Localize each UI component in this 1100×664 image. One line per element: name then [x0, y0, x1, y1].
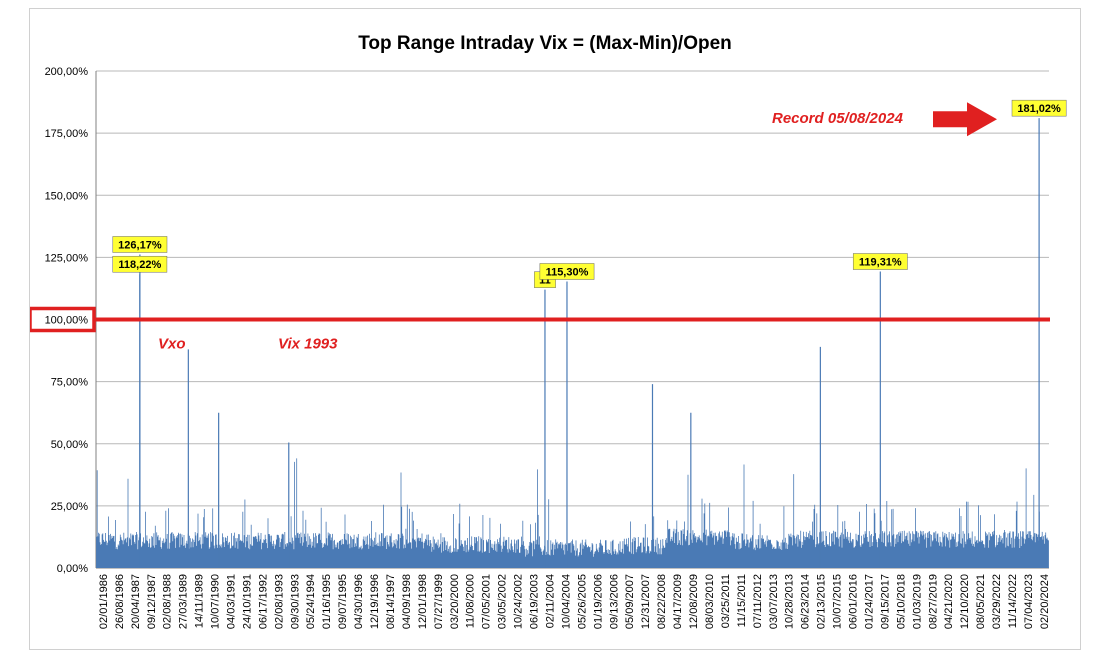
spike-label: 119,31%	[859, 257, 902, 269]
y-tick-label: 100,00%	[45, 315, 89, 327]
x-tick-label: 08/27/2019	[927, 574, 939, 629]
x-tick-label: 09/13/2006	[608, 574, 620, 629]
x-tick-label: 01/19/2006	[592, 574, 604, 629]
x-tick-label: 10/07/2015	[832, 574, 844, 629]
x-tick-label: 06/19/2003	[529, 574, 541, 629]
spike-label: 181,02%	[1017, 103, 1061, 115]
x-tick-label: 04/03/1991	[225, 574, 237, 629]
x-tick-label: 02/01/1986	[98, 574, 110, 629]
x-axis: 02/01/1986 26/08/1986 20/04/1987 09/12/1987…	[98, 574, 1051, 629]
x-tick-label: 08/05/2021	[975, 574, 987, 629]
x-tick-label: 03/20/2000	[449, 574, 461, 629]
x-tick-label: 04/30/1996	[353, 574, 365, 629]
chart-frame: Top Range Intraday Vix = (Max-Min)/Open …	[29, 8, 1081, 650]
x-tick-label: 11/15/2011	[736, 574, 748, 627]
baseline-bars	[96, 458, 1049, 568]
y-tick-label: 0,00%	[57, 563, 88, 575]
spike-label: 118,22%	[118, 259, 161, 271]
spike-bars	[139, 118, 1040, 568]
x-tick-label: 11/14/2022	[1007, 574, 1019, 628]
x-tick-label: 07/05/2001	[481, 574, 493, 629]
x-tick-label: 14/11/1989	[194, 574, 206, 628]
x-tick-label: 07/11/2012	[752, 574, 764, 628]
y-tick-label: 25,00%	[51, 501, 89, 513]
x-tick-label: 04/21/2020	[943, 574, 955, 629]
x-tick-label: 24/10/1991	[241, 574, 253, 629]
x-tick-label: 02/13/2015	[816, 574, 828, 629]
x-tick-label: 06/23/2014	[800, 574, 812, 629]
spike-label-box	[852, 253, 908, 270]
chart-canvas: Top Range Intraday Vix = (Max-Min)/Open …	[30, 33, 1067, 629]
x-tick-label: 09/30/1993	[289, 574, 301, 629]
y-tick-label: 125,00%	[45, 252, 89, 264]
x-tick-label: 03/07/2013	[768, 574, 780, 629]
x-tick-label: 12/01/1998	[417, 574, 429, 629]
x-tick-label: 12/31/2007	[640, 574, 652, 629]
annotation-record: Record 05/08/2024	[772, 110, 904, 127]
y-tick-label: 150,00%	[45, 190, 89, 202]
x-tick-label: 01/03/2019	[911, 574, 923, 629]
y-tick-label: 200,00%	[45, 66, 89, 78]
x-tick-label: 02/08/1993	[273, 574, 285, 629]
x-tick-label: 01/16/1995	[321, 574, 333, 629]
y-tick-label: 175,00%	[45, 128, 89, 140]
x-tick-label: 09/07/1995	[337, 574, 349, 629]
annotation-vix-1993: Vix 1993	[278, 336, 338, 353]
x-tick-label: 03/05/2002	[497, 574, 509, 629]
x-tick-label: 08/14/1997	[385, 574, 397, 629]
record-arrow-icon	[933, 102, 997, 137]
x-tick-label: 27/03/1989	[178, 574, 190, 629]
x-tick-label: 07/04/2023	[1023, 574, 1035, 629]
spike-label-box	[112, 236, 168, 253]
x-tick-label: 04/17/2009	[672, 574, 684, 629]
x-tick-label: 12/10/2020	[959, 574, 971, 629]
x-tick-label: 08/22/2008	[656, 574, 668, 629]
x-tick-label: 10/24/2002	[513, 574, 525, 629]
x-tick-label: 01/24/2017	[863, 574, 875, 629]
x-tick-label: 11/08/2000	[465, 574, 477, 628]
x-tick-label: 12/19/1996	[369, 574, 381, 629]
x-tick-label: 02/20/2024	[1039, 574, 1051, 629]
x-tick-label: 09/15/2017	[879, 574, 891, 629]
x-tick-label: 02/08/1988	[162, 574, 174, 629]
spike-label: 126,17%	[118, 239, 162, 251]
spike-label: 11	[539, 275, 551, 287]
y-tick-label: 75,00%	[51, 377, 89, 389]
chart-title: Top Range Intraday Vix = (Max-Min)/Open	[358, 33, 732, 54]
reference-label-box	[30, 306, 96, 333]
x-tick-label: 26/08/1986	[114, 574, 126, 629]
x-tick-label: 06/01/2016	[848, 574, 860, 629]
x-tick-label: 07/27/1999	[433, 574, 445, 629]
x-tick-label: 05/10/2018	[895, 574, 907, 629]
data-bars	[96, 458, 1049, 568]
x-tick-label: 10/28/2013	[784, 574, 796, 629]
spike-label: 115,30%	[546, 266, 589, 278]
x-tick-label: 03/29/2022	[991, 574, 1003, 629]
x-tick-label: 02/11/2004	[544, 574, 556, 628]
x-tick-label: 20/04/1987	[130, 574, 142, 629]
spike-label-box	[539, 263, 595, 280]
x-tick-label: 03/25/2011	[720, 574, 732, 628]
spike-label-box	[1011, 99, 1067, 117]
y-axis: 0,00% 25,00% 50,00% 75,00% 100,00% 125,00% 150…	[45, 66, 97, 575]
x-tick-label: 08/03/2010	[704, 574, 716, 629]
x-tick-label: 12/08/2009	[688, 574, 700, 629]
x-tick-label: 06/17/1992	[257, 574, 269, 629]
x-tick-label: 04/09/1998	[401, 574, 413, 629]
x-tick-label: 05/24/1994	[305, 574, 317, 629]
x-tick-label: 05/26/2005	[576, 574, 588, 629]
x-tick-label: 10/07/1990	[210, 574, 222, 629]
spike-label-box	[112, 255, 168, 273]
x-tick-label: 10/04/2004	[560, 574, 572, 629]
annotation-vxo: Vxo	[158, 336, 186, 353]
y-tick-label: 50,00%	[51, 439, 89, 451]
x-tick-label: 09/12/1987	[146, 574, 158, 629]
x-tick-label: 05/09/2007	[624, 574, 636, 629]
